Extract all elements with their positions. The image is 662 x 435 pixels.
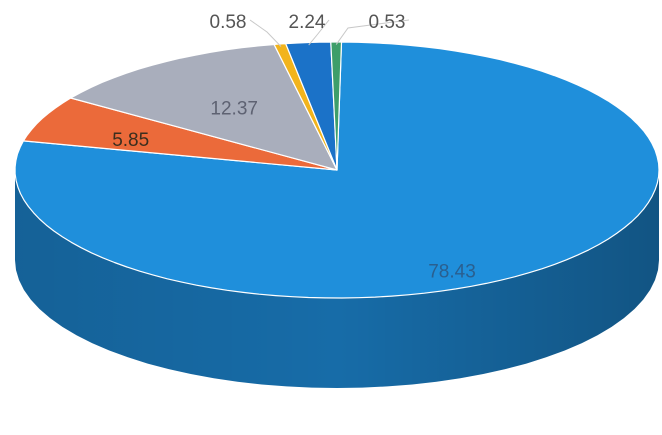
leader-line [308, 19, 330, 46]
data-labels: 78.43 5.85 12.37 0.58 2.24 0.53 [112, 12, 476, 283]
pie-slice-side-shade [15, 170, 659, 388]
pie-slice [70, 43, 338, 171]
pie-top-faces [14, 41, 660, 299]
data-label: 2.24 [289, 12, 326, 33]
data-label: 78.43 [428, 262, 476, 283]
data-label: 12.37 [210, 98, 258, 119]
data-label: 0.58 [210, 12, 247, 33]
leader-lines [249, 19, 410, 47]
pie-sides [15, 170, 659, 388]
leader-line [335, 19, 410, 45]
pie-slice [22, 97, 338, 171]
data-label: 0.53 [369, 12, 406, 33]
data-label: 5.85 [112, 130, 149, 151]
leader-line [249, 19, 282, 47]
pie-slice [330, 41, 343, 171]
